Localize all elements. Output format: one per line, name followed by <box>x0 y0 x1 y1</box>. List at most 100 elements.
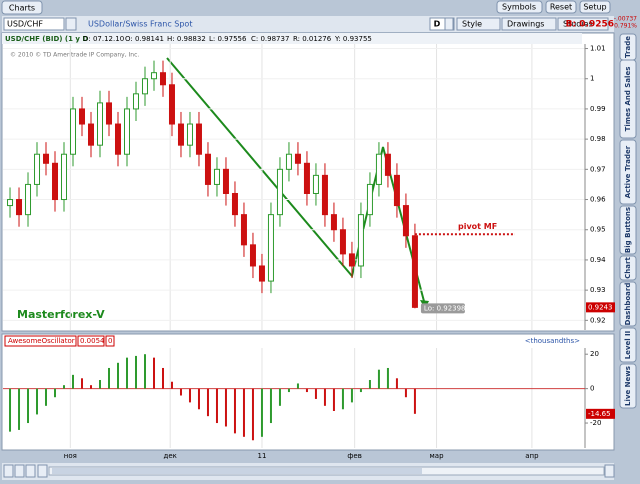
candle-body <box>339 229 346 255</box>
candle-body <box>79 108 86 125</box>
candle-body <box>88 123 95 146</box>
side-tab[interactable] <box>619 139 637 205</box>
side-tab[interactable] <box>619 205 637 255</box>
dropdown[interactable] <box>65 17 77 31</box>
y-tick-label: 0.96 <box>590 196 606 204</box>
info-close: C: 0.98737 <box>251 35 289 43</box>
reset-button[interactable] <box>545 0 577 14</box>
info-y: Y: 0.93755 <box>334 35 372 43</box>
info-title: USD/CHF (BID) (1 y D <box>5 35 88 43</box>
button-label: Style <box>462 20 482 29</box>
annotation: Masterforex-V <box>17 308 105 321</box>
candle-body <box>366 183 373 216</box>
candle-body <box>294 153 301 164</box>
y-tick-label: 1.01 <box>590 45 606 53</box>
copyright: © 2010 © TD Ameritrade IP Company, Inc. <box>10 52 139 59</box>
button-label: Symbols <box>502 3 536 12</box>
candle-body <box>186 123 193 146</box>
study-unit: <thousandths> <box>525 337 580 345</box>
candle-body <box>249 244 256 267</box>
drawings-button[interactable] <box>501 17 557 31</box>
x-tick-label: фев <box>347 452 361 460</box>
period[interactable]: D <box>434 20 441 29</box>
zoom-button[interactable] <box>3 464 14 478</box>
y-tick-label: 0 <box>590 385 594 393</box>
y-tick-label: 0.93 <box>590 286 606 294</box>
study-name: AwesomeOscillator <box>8 337 75 345</box>
candle-body <box>258 265 265 282</box>
candle-body <box>70 108 77 155</box>
y-tick-label: 0.95 <box>590 226 606 234</box>
side-tab-label: Dashboard <box>624 283 632 326</box>
candle-body <box>168 84 175 125</box>
last-value: -14.65 <box>588 410 611 418</box>
study-value-box <box>77 335 105 347</box>
side-tab-label: Times And Sales <box>624 67 632 132</box>
last-price: 0.9243 <box>588 303 613 311</box>
candle-body <box>231 192 238 216</box>
zoom-out-button[interactable] <box>25 464 36 478</box>
change: -.00737 <box>614 16 637 23</box>
candle-body <box>267 214 274 282</box>
studies-button[interactable] <box>557 17 609 31</box>
symbols-button[interactable] <box>496 0 543 14</box>
candle-body <box>177 123 184 146</box>
zoom-in-button[interactable] <box>14 464 25 478</box>
scroll-right[interactable] <box>604 464 615 478</box>
symbol: USD/CHF <box>7 20 43 29</box>
symbol-input[interactable] <box>3 17 65 31</box>
candle-body <box>384 153 391 176</box>
dropdown[interactable] <box>444 17 454 31</box>
candle-body <box>204 153 211 185</box>
side-tab-label: Trade <box>624 36 632 58</box>
side-tab[interactable] <box>619 363 637 409</box>
candle-body <box>132 93 139 110</box>
low-label-box <box>420 303 465 314</box>
info-low: L: 0.97556 <box>209 35 247 43</box>
setup-button[interactable] <box>579 0 611 14</box>
y-tick-label: 1 <box>590 75 594 83</box>
candle-body <box>411 235 418 308</box>
candle-body <box>285 153 292 170</box>
candle-body <box>141 78 148 95</box>
y-tick-label: 0.99 <box>590 105 606 113</box>
candle-body <box>240 214 247 246</box>
candle-body <box>375 153 382 185</box>
side-tab[interactable] <box>619 255 637 281</box>
candle-body <box>195 123 202 155</box>
candle-body <box>393 174 400 207</box>
y-tick-label: -20 <box>590 419 601 427</box>
candle-body <box>348 253 355 267</box>
y-tick-label: 0.97 <box>590 165 606 173</box>
style-button[interactable] <box>456 17 501 31</box>
candle-body <box>357 214 364 267</box>
candle-body <box>159 72 166 86</box>
candle-body <box>61 153 68 201</box>
low-label: Lo: 0.92398 <box>424 304 466 312</box>
oscillator-panel <box>1 333 615 451</box>
study-param: 0 <box>108 337 112 345</box>
side-tab-label: Level II <box>624 331 632 360</box>
side-tab[interactable] <box>619 59 637 139</box>
x-tick-label: 11 <box>258 452 267 460</box>
candle-body <box>303 162 310 194</box>
scroll-thumb[interactable] <box>52 468 422 474</box>
info-open: O: 0.98141 <box>125 35 164 43</box>
tab[interactable] <box>1 0 43 15</box>
y-tick-label: 0.98 <box>590 135 606 143</box>
button-label: Studies <box>563 20 593 29</box>
side-tab[interactable] <box>619 281 637 327</box>
candle-body <box>150 72 157 80</box>
last-value-box <box>586 408 615 419</box>
candle-body <box>321 174 328 216</box>
candle-body <box>43 153 50 164</box>
x-tick-label: дек <box>163 452 176 460</box>
info-range: R: 0.01276 <box>293 35 332 43</box>
y-tick-label: 0.94 <box>590 256 606 264</box>
info-high: H: 0.98832 <box>167 35 206 43</box>
scroll-left[interactable] <box>37 464 48 478</box>
side-tab[interactable] <box>619 327 637 363</box>
candle-body <box>114 123 121 155</box>
side-tab-label: Live News <box>624 366 632 406</box>
